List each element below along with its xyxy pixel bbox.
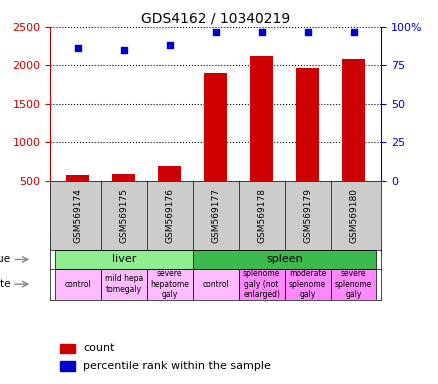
Bar [60, 361, 75, 371]
Text: count: count [83, 343, 115, 354]
Point [120, 47, 127, 53]
Text: mild hepa
tomegaly: mild hepa tomegaly [105, 275, 143, 294]
Bar [113, 174, 135, 219]
Bar [285, 269, 331, 300]
Text: disease state: disease state [0, 279, 11, 289]
Bar [67, 175, 89, 219]
Text: GSM569179: GSM569179 [303, 188, 312, 243]
Point [212, 28, 219, 35]
Text: GSM569177: GSM569177 [211, 188, 220, 243]
Point [258, 28, 265, 35]
Text: percentile rank within the sample: percentile rank within the sample [83, 361, 271, 371]
Text: GSM569180: GSM569180 [349, 188, 358, 243]
Point [74, 45, 81, 51]
Bar [331, 269, 377, 300]
Bar [250, 56, 273, 219]
Bar [55, 250, 193, 269]
Text: GSM569175: GSM569175 [120, 188, 128, 243]
Text: control: control [64, 280, 91, 289]
Point [304, 28, 311, 35]
Text: severe
splenome
galy: severe splenome galy [335, 269, 372, 299]
Bar [147, 269, 193, 300]
Point [166, 42, 173, 48]
Point [350, 28, 357, 35]
Text: spleen: spleen [266, 255, 303, 265]
Bar [60, 344, 75, 353]
Text: liver: liver [112, 255, 136, 265]
Bar [296, 68, 319, 219]
Text: tissue: tissue [0, 255, 11, 265]
Bar [342, 59, 365, 219]
Bar [55, 269, 101, 300]
Text: GSM569176: GSM569176 [165, 188, 174, 243]
Text: GSM569174: GSM569174 [74, 188, 82, 243]
Text: control: control [202, 280, 229, 289]
Bar [193, 250, 377, 269]
Text: moderate
splenome
galy: moderate splenome galy [289, 269, 326, 299]
Text: splenome
galy (not
enlarged): splenome galy (not enlarged) [243, 269, 280, 299]
Text: GSM569178: GSM569178 [257, 188, 266, 243]
Text: severe
hepatome
galy: severe hepatome galy [150, 269, 189, 299]
Bar [193, 269, 239, 300]
Bar [204, 73, 227, 219]
Title: GDS4162 / 10340219: GDS4162 / 10340219 [141, 12, 290, 26]
Bar [239, 269, 285, 300]
Bar [101, 269, 147, 300]
Bar [158, 166, 181, 219]
